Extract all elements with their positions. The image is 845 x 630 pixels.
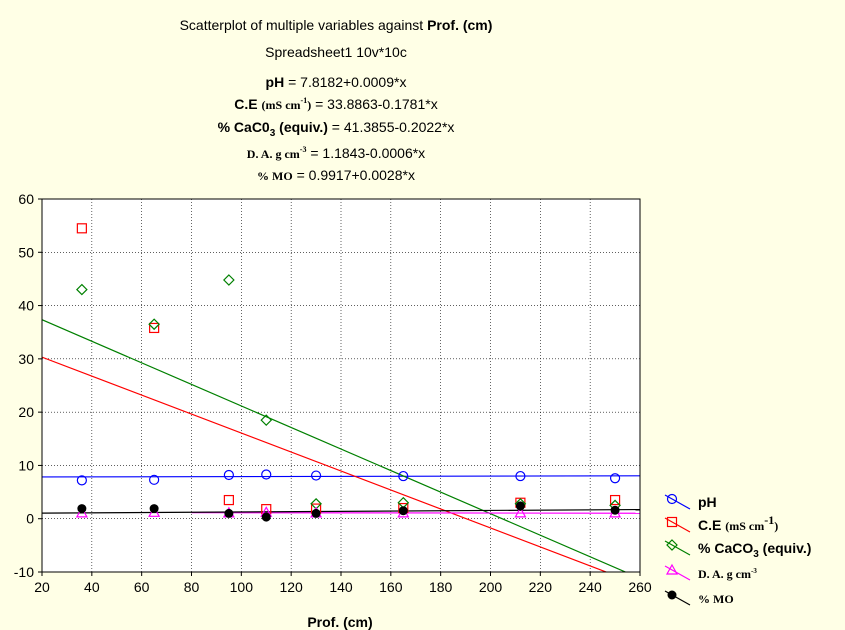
x-tick-label: 240	[578, 579, 602, 595]
tick-labels: 20 40 60 80 100 120 140 160 180 200 220 240 260 -10 0 1…	[14, 191, 652, 595]
x-tick-label: 260	[628, 579, 652, 595]
fit-line-mo	[42, 508, 640, 514]
y-tick-label: 30	[18, 351, 34, 367]
legend-item-ph: pH	[664, 493, 717, 510]
point-mo	[77, 504, 87, 514]
legend-marker-mo	[667, 590, 677, 600]
point-da	[514, 506, 527, 518]
x-tick-label: 100	[230, 579, 254, 595]
x-tick-label: 60	[134, 579, 150, 595]
legend-marker-da	[665, 563, 679, 575]
legend-line-ph	[664, 494, 691, 510]
equation-mo: % MO = 0.9917+0.0028*x	[257, 167, 415, 183]
legend-label-mo: % MO	[698, 592, 734, 606]
equation-da: D. A. g cm-3 = 1.1843-0.0006*x	[247, 145, 425, 161]
legend-item-mo: % MO	[664, 590, 734, 606]
legend-item-ce: C.E (mS cm-1)	[664, 513, 778, 533]
y-tick-label: -10	[14, 564, 34, 580]
point-mo	[610, 505, 620, 515]
point-ce	[149, 322, 160, 334]
point-caco3	[260, 414, 273, 426]
point-ce	[223, 494, 234, 506]
legend-item-caco3: % CaCO3 (equiv.)	[664, 539, 811, 560]
x-tick-label: 20	[34, 579, 50, 595]
legend-marker-ce	[666, 516, 678, 528]
equation-ph: pH = 7.8182+0.0009*x	[266, 74, 407, 90]
equation-caco3: % CaC03 (equiv.) = 41.3855-0.2022*x	[218, 119, 455, 139]
legend-line-ce	[664, 517, 691, 533]
x-tick-label: 120	[279, 579, 303, 595]
legend-label-ph: pH	[698, 494, 717, 510]
y-tick-label: 10	[18, 457, 34, 473]
legend-marker-ph	[666, 493, 678, 505]
legend-marker-caco3	[666, 539, 678, 551]
grid	[42, 199, 640, 572]
x-tick-label: 220	[529, 579, 553, 595]
x-tick-label: 80	[184, 579, 200, 595]
point-mo	[149, 504, 159, 514]
chart-title: Scatterplot of multiple variables agains…	[180, 17, 493, 33]
y-tick-label: 40	[18, 298, 34, 314]
legend-line-da	[664, 565, 691, 581]
point-mo	[515, 501, 525, 511]
point-mo	[261, 512, 271, 522]
point-ph	[515, 470, 526, 482]
y-tick-label: 0	[26, 511, 34, 527]
point-ph	[310, 470, 322, 481]
equation-ce: C.E (mS cm-1) = 33.8863-0.1781*x	[234, 96, 437, 112]
point-ph	[76, 475, 87, 486]
fit-line-ce	[42, 356, 608, 572]
fit-line-da	[191, 512, 640, 514]
point-ce	[609, 494, 621, 506]
point-ph	[609, 473, 621, 484]
x-tick-label: 160	[379, 579, 403, 595]
x-tick-label: 180	[429, 579, 453, 595]
point-mo	[398, 506, 408, 516]
point-mo	[311, 508, 321, 518]
chart-subtitle: Spreadsheet1 10v*10c	[265, 44, 407, 60]
point-ph	[149, 474, 160, 485]
legend-item-da: D. A. g cm-3	[664, 563, 757, 581]
y-tick-label: 60	[18, 191, 34, 207]
point-ph	[261, 469, 272, 480]
data-points	[75, 223, 622, 522]
x-tick-label: 200	[479, 579, 503, 595]
fit-line-ph	[42, 475, 640, 478]
point-caco3	[223, 274, 235, 286]
legend-label-da: D. A. g cm-3	[698, 567, 757, 581]
point-mo	[224, 508, 234, 518]
y-tick-label: 20	[18, 404, 34, 420]
point-ph	[223, 469, 234, 481]
legend: pH C.E (mS cm-1) % CaCO3 (equiv.) D. A. …	[664, 493, 811, 606]
point-ce	[76, 223, 87, 234]
point-caco3	[76, 283, 88, 296]
x-axis-label: Prof. (cm)	[307, 614, 372, 630]
fit-line-caco3	[42, 319, 627, 572]
x-tick-label: 140	[329, 579, 353, 595]
legend-label-ce: C.E (mS cm-1)	[698, 513, 778, 533]
point-ph	[398, 470, 409, 482]
x-tick-label: 40	[84, 579, 100, 595]
y-tick-label: 50	[18, 244, 34, 260]
point-caco3	[148, 318, 160, 331]
legend-label-caco3: % CaCO3 (equiv.)	[698, 540, 811, 560]
point-da	[75, 506, 88, 518]
